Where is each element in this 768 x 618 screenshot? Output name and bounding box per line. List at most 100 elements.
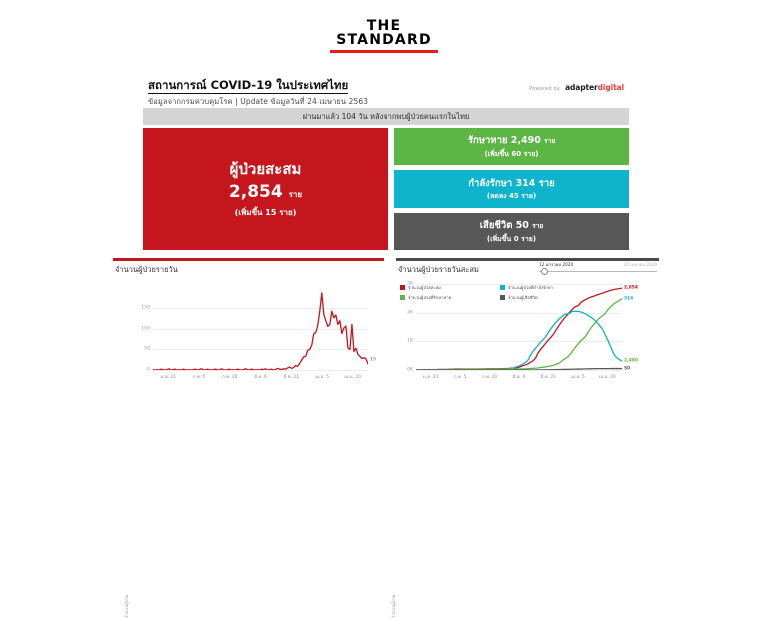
masthead-line-standard: STANDARD xyxy=(336,32,432,48)
gridline xyxy=(416,312,622,314)
stat-active-delta: (ลดลง 45 ราย) xyxy=(486,191,537,200)
gridline xyxy=(153,370,368,371)
y-axis-tick-label: 2K xyxy=(407,310,413,316)
series-canvas xyxy=(416,287,622,370)
stat-deaths-label: เสียชีวิต xyxy=(479,219,513,231)
stat-active-unit: ราย xyxy=(538,177,555,189)
gridline xyxy=(416,370,622,371)
x-axis-tick-label: ก.พ. 20 xyxy=(481,375,498,380)
adapter-digital-logo: adapterdigital xyxy=(565,83,624,92)
stat-deaths-unit: ราย xyxy=(532,221,544,230)
stat-deaths-delta: (เพิ่มขึ้น 0 ราย) xyxy=(486,234,537,243)
page-header: สถานการณ์ COVID-19 ในประเทศไทย ข้อมูลจาก… xyxy=(148,74,624,107)
x-axis-tick-label: เม.ย. 5 xyxy=(570,375,585,380)
slider-end-date: 24 เมษายน 2020 xyxy=(623,262,657,267)
y-axis-tick-label: 3K xyxy=(407,281,413,287)
y-axis-tick-label: 0K xyxy=(407,367,413,373)
chart-daily-cases: จำนวนผู้ป่วยรายวัน จำนวนผู้ป่วย 0 50 100 15… xyxy=(105,258,388,618)
gridline xyxy=(153,349,368,351)
x-axis-tick-label: ก.พ. 5 xyxy=(453,375,467,380)
stat-card-active: กำลังรักษา 314 ราย (ลดลง 45 ราย) xyxy=(394,170,629,208)
chart-cumulative-ylabel: จำนวนผู้ป่วย xyxy=(392,594,397,618)
series-end-label: 15 xyxy=(370,357,377,363)
x-axis-tick-label: ก.พ. 5 xyxy=(192,375,206,380)
banner-text: ผ่านมาแล้ว 104 วัน หลังจากพบผู้ป่วยคนแรก… xyxy=(302,111,470,121)
powered-by-label: Powered by xyxy=(529,86,561,92)
legend-label: จำนวนผู้ป่วยที่กำลังรักษา xyxy=(508,285,553,290)
legend-label: จำนวนผู้ป่วยสะสม xyxy=(408,285,441,290)
masthead-red-rule xyxy=(330,50,438,53)
gridline xyxy=(153,308,368,310)
stat-recovered-label: รักษาหาย xyxy=(467,135,508,147)
series-line xyxy=(153,292,368,370)
legend-item[interactable]: จำนวนผู้ป่วยที่กำลังรักษา xyxy=(500,284,600,291)
stat-cumulative-delta: (เพิ่มขึ้น 15 ราย) xyxy=(234,208,297,217)
slider-track[interactable] xyxy=(539,268,657,275)
x-axis-tick-label: มี.ค. 21 xyxy=(283,375,300,380)
y-axis-tick-label: 50 xyxy=(144,346,150,352)
chart-cumulative-accent-bar xyxy=(396,258,659,261)
chart-daily-plot-area[interactable]: 0 50 100 150 ม.ค. 21 ก.พ. 5 ก.พ. 20 มี.ค. 6 มี.ค… xyxy=(141,292,376,380)
series-line xyxy=(416,310,622,370)
stat-cumulative-unit: ราย xyxy=(288,190,303,199)
charts-section: จำนวนผู้ป่วยรายวัน จำนวนผู้ป่วย 0 50 100 15… xyxy=(105,258,663,618)
legend-swatch-icon xyxy=(500,295,505,300)
y-axis-tick-label: 100 xyxy=(141,326,150,332)
y-axis-tick-label: 150 xyxy=(141,305,150,311)
series-end-label: 50 xyxy=(624,366,631,372)
slider-start-date: 12 มกราคม 2020 xyxy=(539,262,574,267)
covid-dashboard-page: THE STANDARD สถานการณ์ COVID-19 ในประเทศ… xyxy=(105,18,663,618)
x-axis-tick-label: มี.ค. 6 xyxy=(512,375,526,380)
stat-active-value: 314 xyxy=(515,177,536,189)
series-line xyxy=(416,297,622,370)
gridline xyxy=(416,341,622,343)
chart-daily-title: จำนวนผู้ป่วยรายวัน xyxy=(115,265,178,274)
slider-handle[interactable] xyxy=(541,268,548,275)
stat-card-cumulative-cases: ผู้ป่วยสะสม 2,854 ราย (เพิ่มขึ้น 15 ราย) xyxy=(143,128,388,250)
chart-daily-ylabel: จำนวนผู้ป่วย xyxy=(125,594,130,618)
series-end-label: 314 xyxy=(624,296,634,302)
legend-label: จำนวนผู้เสียชีวิต xyxy=(508,295,538,300)
stat-recovered-unit: ราย xyxy=(544,137,556,146)
days-since-first-case-banner: ผ่านมาแล้ว 104 วัน หลังจากพบผู้ป่วยคนแรก… xyxy=(143,108,629,125)
y-axis-tick-label: 0 xyxy=(147,367,150,373)
x-axis-tick-label: ก.พ. 20 xyxy=(222,375,238,380)
stat-card-column: รักษาหาย 2,490 ราย (เพิ่มขึ้น 60 ราย) กำ… xyxy=(394,128,629,250)
stat-active-line: กำลังรักษา 314 ราย xyxy=(468,177,554,190)
legend-item[interactable]: จำนวนผู้เสียชีวิต xyxy=(500,294,600,301)
stat-deaths-value: 50 xyxy=(515,219,529,231)
masthead-line-the: THE xyxy=(366,18,402,34)
stat-recovered-line: รักษาหาย 2,490 ราย xyxy=(468,134,555,148)
series-canvas xyxy=(153,292,368,370)
stat-card-recovered: รักษาหาย 2,490 ราย (เพิ่มขึ้น 60 ราย) xyxy=(394,128,629,166)
stat-active-label: กำลังรักษา xyxy=(468,177,513,189)
x-axis-tick-label: ม.ค. 21 xyxy=(160,375,177,380)
stat-recovered-value: 2,490 xyxy=(510,135,541,147)
stat-recovered-delta: (เพิ่มขึ้น 60 ราย) xyxy=(484,150,539,159)
series-end-label: 2,854 xyxy=(624,285,638,291)
chart-cumulative-cases: จำนวนผู้ป่วยรายวันสะสม จำนวนผู้ป่วย 12 ม… xyxy=(388,258,663,618)
x-axis-tick-label: เม.ย. 20 xyxy=(344,375,362,380)
legend-swatch-icon xyxy=(500,285,505,290)
legend-swatch-icon xyxy=(400,295,405,300)
series-end-label: 2,490 xyxy=(624,358,638,364)
stat-cumulative-number: 2,854 xyxy=(228,182,283,202)
y-axis-tick-label: 1K xyxy=(407,338,413,344)
stat-deaths-line: เสียชีวิต 50 ราย xyxy=(480,219,543,233)
legend-item[interactable]: จำนวนผู้ป่วยที่รักษาหาย xyxy=(400,294,500,301)
chart-cumulative-plot-area[interactable]: 0K 1K 2K 3K ม.ค. 21 ก.พ. 5 ก.พ. 20 มี.ค. 6 มี.ค.… xyxy=(407,282,638,381)
legend-item[interactable]: จำนวนผู้ป่วยสะสม xyxy=(400,284,500,291)
date-range-slider[interactable]: 12 มกราคม 2020 24 เมษายน 2020 xyxy=(539,262,657,275)
legend-swatch-icon xyxy=(400,285,405,290)
stat-cumulative-label: ผู้ป่วยสะสม xyxy=(229,160,302,178)
chart-cumulative-title: จำนวนผู้ป่วยรายวันสะสม xyxy=(398,265,479,274)
gridline xyxy=(153,328,368,330)
slider-date-labels: 12 มกราคม 2020 24 เมษายน 2020 xyxy=(539,262,657,268)
stat-cumulative-value: 2,854 ราย xyxy=(229,181,302,206)
series-line xyxy=(416,367,622,370)
chart-daily-accent-bar xyxy=(113,258,384,261)
gridline xyxy=(416,284,622,285)
x-axis-tick-label: มี.ค. 6 xyxy=(254,375,267,380)
x-axis-tick-label: มี.ค. 21 xyxy=(540,375,557,380)
brand-adapter: adapter xyxy=(565,83,598,92)
